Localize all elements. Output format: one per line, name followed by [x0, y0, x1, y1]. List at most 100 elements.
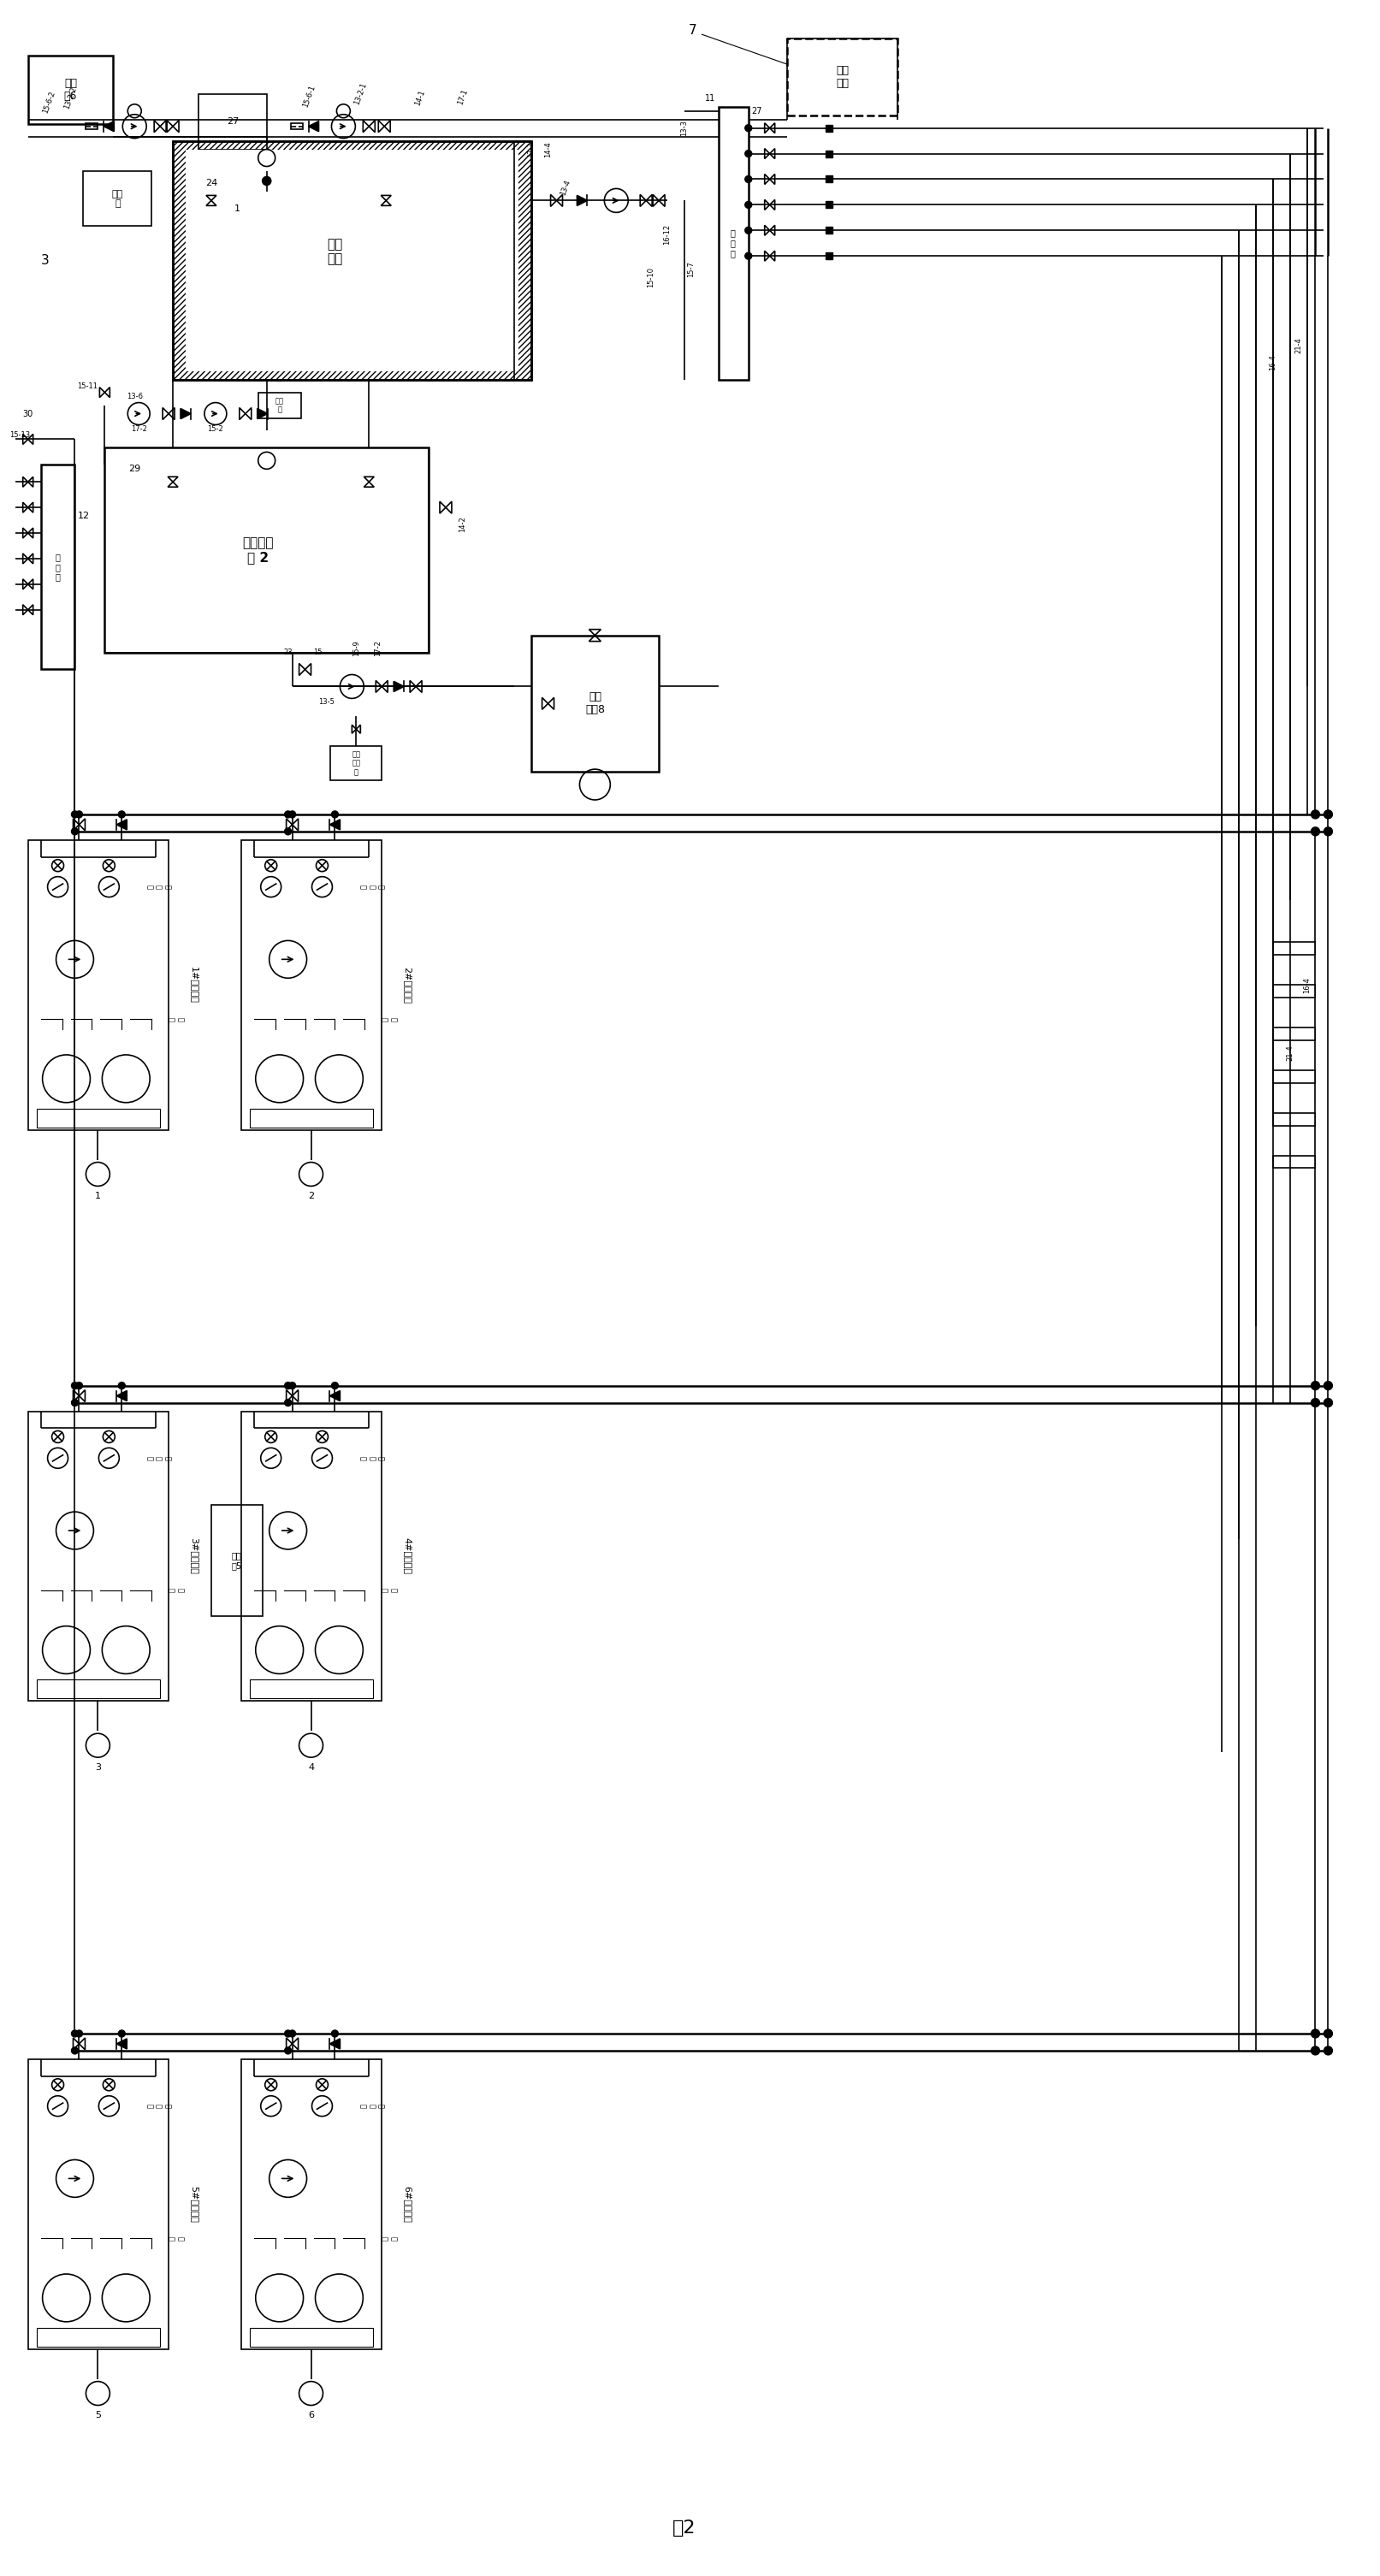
Text: 13-5: 13-5: [319, 698, 334, 706]
Bar: [172, 142, 531, 379]
Bar: [28, 57, 113, 124]
Bar: [1272, 1157, 1315, 1167]
Polygon shape: [117, 819, 127, 829]
Text: 24: 24: [206, 180, 218, 188]
Circle shape: [119, 2030, 126, 2038]
Circle shape: [1323, 827, 1333, 835]
Bar: [827, 201, 832, 209]
Text: 14-1: 14-1: [414, 90, 426, 108]
Text: 15: 15: [313, 649, 323, 657]
Circle shape: [331, 2030, 338, 2038]
Circle shape: [1312, 827, 1319, 835]
Bar: [28, 1412, 168, 1700]
Text: 16-4: 16-4: [1303, 976, 1311, 992]
Text: 15-6-1: 15-6-1: [302, 85, 317, 108]
Text: 16-4: 16-4: [1268, 355, 1277, 371]
Text: 1: 1: [233, 204, 240, 214]
Text: 6#测试台架: 6#测试台架: [403, 2187, 411, 2223]
Circle shape: [331, 1383, 338, 1388]
Text: 3#测试台架: 3#测试台架: [190, 1538, 199, 1574]
Bar: [1272, 1069, 1315, 1082]
Polygon shape: [117, 2038, 127, 2048]
Bar: [172, 142, 531, 379]
Circle shape: [1311, 2030, 1319, 2038]
Bar: [36, 1108, 160, 1128]
Circle shape: [119, 1383, 126, 1388]
Bar: [242, 2058, 382, 2349]
Text: 热
管: 热 管: [167, 2236, 184, 2241]
Text: 控制
箱: 控制 箱: [275, 397, 284, 415]
Circle shape: [262, 178, 270, 185]
Text: 1: 1: [95, 1193, 101, 1200]
Circle shape: [76, 1383, 83, 1388]
Polygon shape: [117, 1391, 127, 1401]
Circle shape: [1323, 1381, 1333, 1391]
Circle shape: [1311, 1381, 1319, 1391]
Text: 流
量
计: 流 量 计: [146, 884, 171, 889]
Text: 29: 29: [128, 464, 141, 474]
Bar: [1272, 943, 1315, 956]
Bar: [186, 149, 519, 371]
Text: 27: 27: [752, 106, 762, 116]
Circle shape: [1323, 809, 1333, 819]
Text: 15-2: 15-2: [207, 425, 224, 433]
Text: 1#测试台架: 1#测试台架: [190, 966, 199, 1002]
Circle shape: [288, 2030, 295, 2038]
Polygon shape: [104, 121, 115, 131]
Text: 2#测试台架: 2#测试台架: [403, 966, 411, 1002]
Bar: [827, 175, 832, 183]
Circle shape: [331, 811, 338, 817]
Text: 15-13: 15-13: [10, 430, 30, 438]
Circle shape: [1311, 1399, 1319, 1406]
Circle shape: [745, 201, 752, 209]
Circle shape: [72, 2048, 79, 2053]
Text: 13-6: 13-6: [127, 392, 142, 399]
Circle shape: [1312, 1399, 1319, 1406]
Circle shape: [1312, 2048, 1319, 2053]
Polygon shape: [393, 683, 404, 690]
Text: 15-10: 15-10: [646, 268, 654, 289]
Text: 流
量
计: 流 量 计: [359, 1455, 384, 1461]
Polygon shape: [330, 819, 339, 829]
Bar: [28, 2058, 168, 2349]
Text: 制冷
空调: 制冷 空调: [836, 64, 849, 90]
Bar: [86, 124, 98, 129]
Circle shape: [1311, 2045, 1319, 2056]
Text: 图2: 图2: [672, 2519, 697, 2537]
Text: 热
管: 热 管: [167, 1018, 184, 1020]
Text: 热
管: 热 管: [381, 1587, 397, 1592]
Text: 6: 6: [308, 2411, 315, 2419]
Bar: [250, 1680, 373, 1698]
Circle shape: [1325, 1399, 1332, 1406]
Bar: [83, 170, 152, 227]
Text: 21-4: 21-4: [1286, 1046, 1293, 1061]
Circle shape: [284, 811, 291, 817]
Bar: [827, 252, 832, 260]
Text: 17-1: 17-1: [457, 88, 469, 106]
Circle shape: [119, 811, 126, 817]
Circle shape: [1312, 811, 1319, 817]
Bar: [827, 149, 832, 157]
Bar: [105, 448, 429, 652]
Circle shape: [745, 227, 752, 234]
Text: 14-2: 14-2: [460, 518, 466, 533]
Text: 13-3: 13-3: [680, 121, 689, 137]
Text: 15-6-2: 15-6-2: [41, 90, 57, 116]
Circle shape: [284, 2030, 291, 2038]
Circle shape: [1325, 827, 1332, 835]
Circle shape: [72, 827, 79, 835]
Text: 13-2-2: 13-2-2: [63, 85, 79, 111]
Circle shape: [1323, 2045, 1333, 2056]
Polygon shape: [330, 2038, 339, 2048]
Circle shape: [1325, 811, 1332, 817]
Polygon shape: [330, 1391, 339, 1401]
Text: 回水储水
箱 2: 回水储水 箱 2: [243, 536, 273, 564]
Text: 14-4: 14-4: [544, 142, 552, 157]
Bar: [1272, 984, 1315, 997]
Text: 27: 27: [226, 116, 239, 126]
Text: 23: 23: [283, 649, 293, 657]
Circle shape: [72, 811, 79, 817]
Bar: [36, 2329, 160, 2347]
Circle shape: [1323, 1399, 1333, 1406]
Text: 流
量
计: 流 量 计: [146, 1455, 171, 1461]
